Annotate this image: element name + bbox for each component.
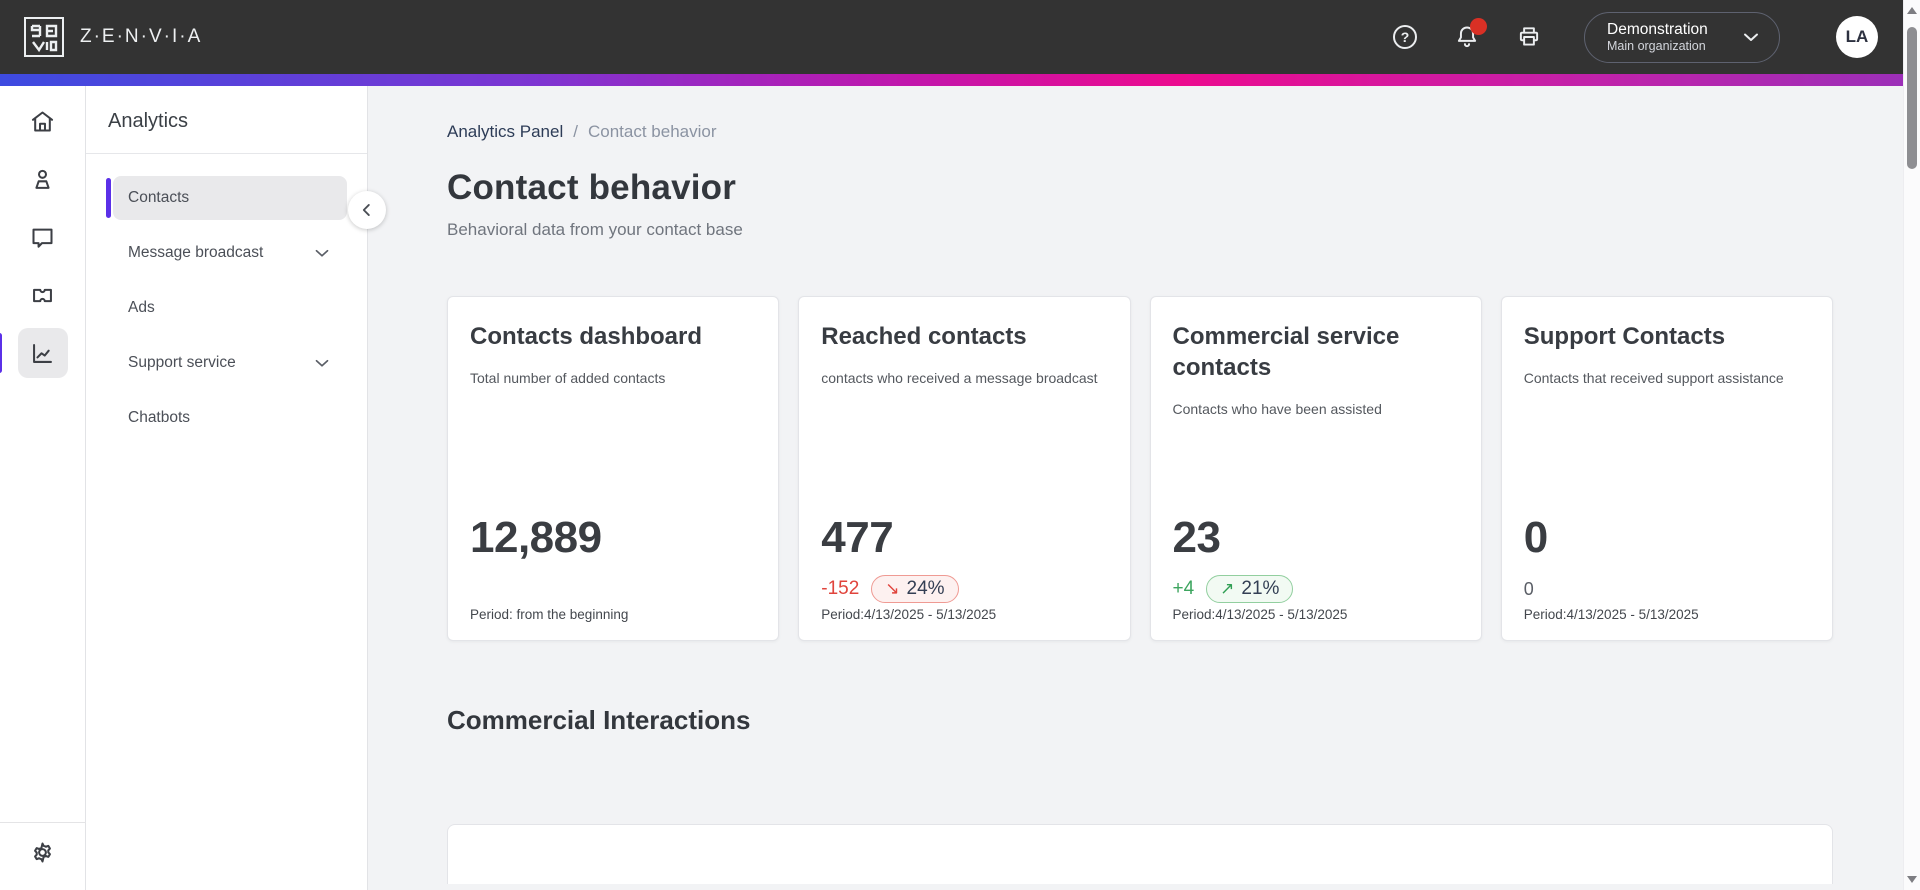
page-title: Contact behavior — [447, 168, 737, 207]
chevron-down-icon — [311, 242, 333, 264]
sidebar-item-label: Contacts — [128, 189, 190, 206]
user-avatar[interactable]: LA — [1836, 16, 1878, 58]
stat-card-support-contacts: Support Contacts Contacts that received … — [1500, 296, 1833, 641]
organization-sublabel: Main organization — [1607, 38, 1706, 53]
organization-switcher[interactable]: Demonstration Main organization — [1584, 11, 1780, 63]
sidebar-item-contacts[interactable]: Contacts — [106, 176, 347, 220]
stat-cards-row: Contacts dashboard Total number of added… — [447, 296, 1833, 641]
sidebar-item-label: Support service — [128, 354, 236, 371]
contact-person-icon — [29, 166, 56, 193]
print-button[interactable] — [1514, 22, 1544, 52]
card-value: 23 — [1172, 513, 1221, 562]
stat-card-commercial-service-contacts: Commercial service contacts Contacts who… — [1149, 296, 1482, 641]
analytics-sidebar: Analytics Contacts Message broadcast — [86, 86, 386, 890]
scrollbar-down-arrow[interactable] — [1907, 876, 1917, 883]
chevron-left-icon — [356, 199, 378, 221]
card-delta-row: 0 — [1524, 571, 1810, 607]
card-delta-row: -152 ↘ 24% — [821, 571, 1107, 607]
commercial-interactions-card-top — [447, 824, 1833, 884]
chat-bubble-icon — [29, 224, 56, 251]
card-title: Reached contacts — [821, 323, 1027, 350]
card-value: 477 — [821, 513, 894, 562]
notification-badge — [1470, 18, 1487, 35]
card-delta: -152 — [821, 578, 860, 599]
card-percent-badge: ↘ 24% — [871, 575, 959, 603]
card-period: Period:4/13/2025 - 5/13/2025 — [1172, 607, 1348, 622]
zenvia-logo-text: Z·E·N·V·I·A — [80, 26, 203, 47]
badge-percent: 21% — [1241, 578, 1280, 599]
card-description: Contacts that received support assistanc… — [1523, 370, 1784, 387]
card-period: Period:4/13/2025 - 5/13/2025 — [1523, 607, 1699, 622]
card-description: contacts who received a message broadcas… — [821, 370, 1098, 387]
card-title: Support Contacts — [1523, 323, 1726, 350]
sidebar-item-label: Chatbots — [128, 409, 191, 426]
stat-card-contacts-dashboard: Contacts dashboard Total number of added… — [447, 296, 780, 641]
breadcrumb-analytics-panel[interactable]: Analytics Panel — [447, 122, 564, 141]
settings-button[interactable] — [29, 839, 56, 866]
breadcrumb-current: Contact behavior — [587, 122, 717, 141]
brand-gradient-bar — [0, 74, 1903, 86]
sidebar-item-label: Message broadcast — [128, 244, 264, 261]
rail-item-home[interactable] — [18, 96, 68, 146]
card-description: Contacts who have been assisted — [1172, 401, 1382, 418]
page-scrollbar[interactable] — [1903, 0, 1920, 890]
ticket-icon — [29, 282, 56, 309]
card-title: Commercial service contacts — [1172, 323, 1400, 382]
zenvia-logo[interactable]: Z·E·N·V·I·A — [22, 15, 202, 59]
card-value: 0 — [1523, 513, 1548, 562]
scrollbar-up-arrow[interactable] — [1907, 7, 1917, 14]
settings-gear-icon — [29, 839, 56, 866]
card-delta: 0 — [1523, 578, 1534, 599]
badge-percent: 24% — [906, 578, 945, 599]
trend-up-arrow-icon: ↗ — [1220, 579, 1235, 598]
trend-down-arrow-icon: ↘ — [885, 579, 900, 598]
breadcrumb: Analytics Panel / Contact behavior — [447, 122, 1833, 142]
sidebar-item-label: Ads — [128, 299, 155, 316]
sidebar-collapse-button[interactable] — [348, 191, 386, 229]
home-icon — [29, 108, 56, 135]
card-delta-row: +4 ↗ 21% — [1173, 571, 1459, 607]
card-value: 12,889 — [470, 513, 602, 562]
icon-rail — [0, 86, 86, 890]
sidebar-item-message-broadcast[interactable]: Message broadcast — [113, 231, 347, 275]
rail-item-analytics[interactable] — [0, 328, 68, 378]
help-button[interactable]: ? — [1390, 22, 1420, 52]
main-content: Analytics Panel / Contact behavior Conta… — [368, 86, 1903, 890]
chevron-down-icon — [1739, 25, 1763, 49]
rail-item-contacts[interactable] — [18, 154, 68, 204]
sidebar-item-ads[interactable]: Ads — [113, 286, 347, 330]
organization-name: Demonstration — [1607, 20, 1708, 38]
zenvia-logo-mark-icon — [22, 15, 66, 59]
help-icon: ? — [1393, 25, 1417, 49]
card-description: Total number of added contacts — [470, 370, 666, 387]
rail-item-tickets[interactable] — [18, 270, 68, 320]
card-title: Contacts dashboard — [470, 323, 703, 350]
sidebar-divider — [86, 153, 367, 154]
chevron-down-icon — [311, 352, 333, 374]
card-period: Period: from the beginning — [470, 607, 629, 622]
notifications-button[interactable] — [1452, 18, 1487, 52]
analytics-chart-icon — [29, 340, 56, 367]
top-bar: Z·E·N·V·I·A ? — [0, 0, 1903, 74]
rail-bottom-section — [0, 822, 86, 890]
page-subtitle: Behavioral data from your contact base — [447, 220, 743, 239]
rail-item-conversations[interactable] — [18, 212, 68, 262]
organization-labels: Demonstration Main organization — [1607, 20, 1708, 55]
stat-card-reached-contacts: Reached contacts contacts who received a… — [798, 296, 1131, 641]
sidebar-title: Analytics — [108, 110, 189, 132]
sidebar-item-support-service[interactable]: Support service — [113, 341, 347, 385]
card-delta: +4 — [1172, 578, 1195, 599]
scrollbar-thumb[interactable] — [1907, 27, 1917, 169]
breadcrumb-separator: / — [573, 122, 578, 141]
card-delta-row — [470, 571, 756, 607]
sidebar-item-chatbots[interactable]: Chatbots — [113, 396, 347, 440]
card-percent-badge: ↗ 21% — [1206, 575, 1294, 603]
topbar-actions: ? — [1390, 11, 1878, 63]
printer-icon — [1516, 24, 1542, 50]
card-period: Period:4/13/2025 - 5/13/2025 — [821, 607, 997, 622]
section-heading-commercial-interactions: Commercial Interactions — [447, 705, 751, 735]
sidebar-menu: Contacts Message broadcast Ads Support s… — [86, 154, 367, 440]
